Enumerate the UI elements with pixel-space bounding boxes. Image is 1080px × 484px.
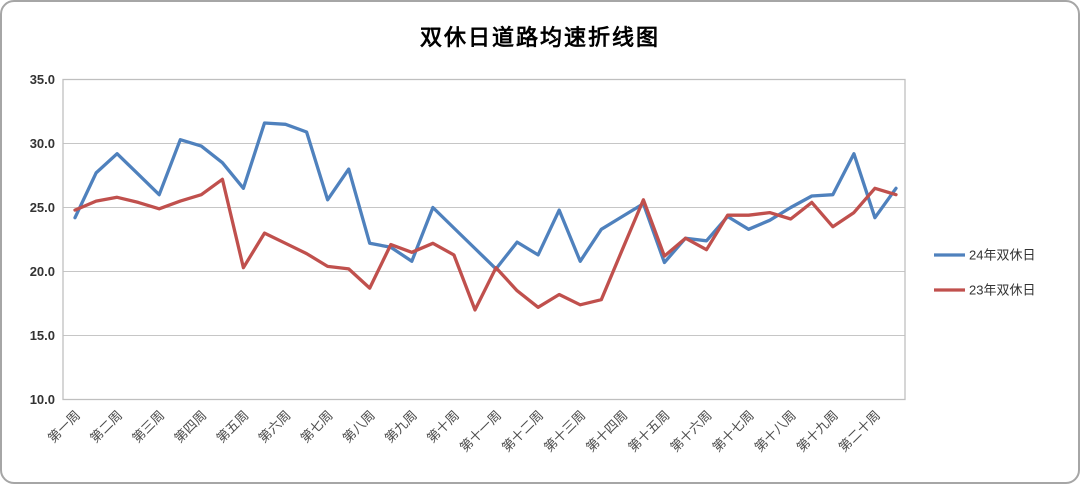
x-axis-tick-label: 第十九周 <box>794 408 841 455</box>
x-axis-tick-label: 第十六周 <box>667 408 714 455</box>
y-axis-tick-label: 30.0 <box>30 136 55 151</box>
x-axis-tick-label: 第四周 <box>171 408 209 446</box>
x-axis-tick-label: 第八周 <box>340 408 378 446</box>
x-axis-tick-label: 第十周 <box>424 408 462 446</box>
x-axis-tick-label: 第十四周 <box>583 408 630 455</box>
x-axis-tick-label: 第三周 <box>129 408 167 446</box>
x-axis-tick-label: 第五周 <box>213 408 251 446</box>
y-axis-tick-label: 25.0 <box>30 200 55 215</box>
legend-label: 24年双休日 <box>969 248 1035 263</box>
series-line-1 <box>73 121 898 271</box>
y-axis-tick-label: 10.0 <box>30 392 55 407</box>
x-axis-tick-label: 第一周 <box>45 408 83 446</box>
y-axis-tick-label: 20.0 <box>30 264 55 279</box>
x-axis-tick-label: 第十一周 <box>457 408 504 455</box>
x-axis-tick-label: 第七周 <box>298 408 336 446</box>
x-axis-tick-label: 第十七周 <box>709 408 756 455</box>
legend-label: 23年双休日 <box>969 283 1035 298</box>
x-axis-tick-label: 第十二周 <box>499 408 546 455</box>
plot-area-border <box>62 78 906 401</box>
x-axis-tick-label: 第十三周 <box>541 408 588 455</box>
y-axis-tick-label: 15.0 <box>30 328 55 343</box>
x-axis-tick-label: 第九周 <box>382 408 420 446</box>
x-axis-tick-label: 第二周 <box>87 408 125 446</box>
y-axis-tick-label: 35.0 <box>30 72 55 87</box>
series-line-2 <box>73 177 898 312</box>
x-axis-tick-label: 第二十周 <box>836 408 883 455</box>
x-axis-tick-label: 第六周 <box>255 408 293 446</box>
x-axis-tick-label: 第十五周 <box>625 408 672 455</box>
x-axis-tick-label: 第十八周 <box>751 408 798 455</box>
chart-title: 双休日道路均速折线图 <box>419 25 660 50</box>
